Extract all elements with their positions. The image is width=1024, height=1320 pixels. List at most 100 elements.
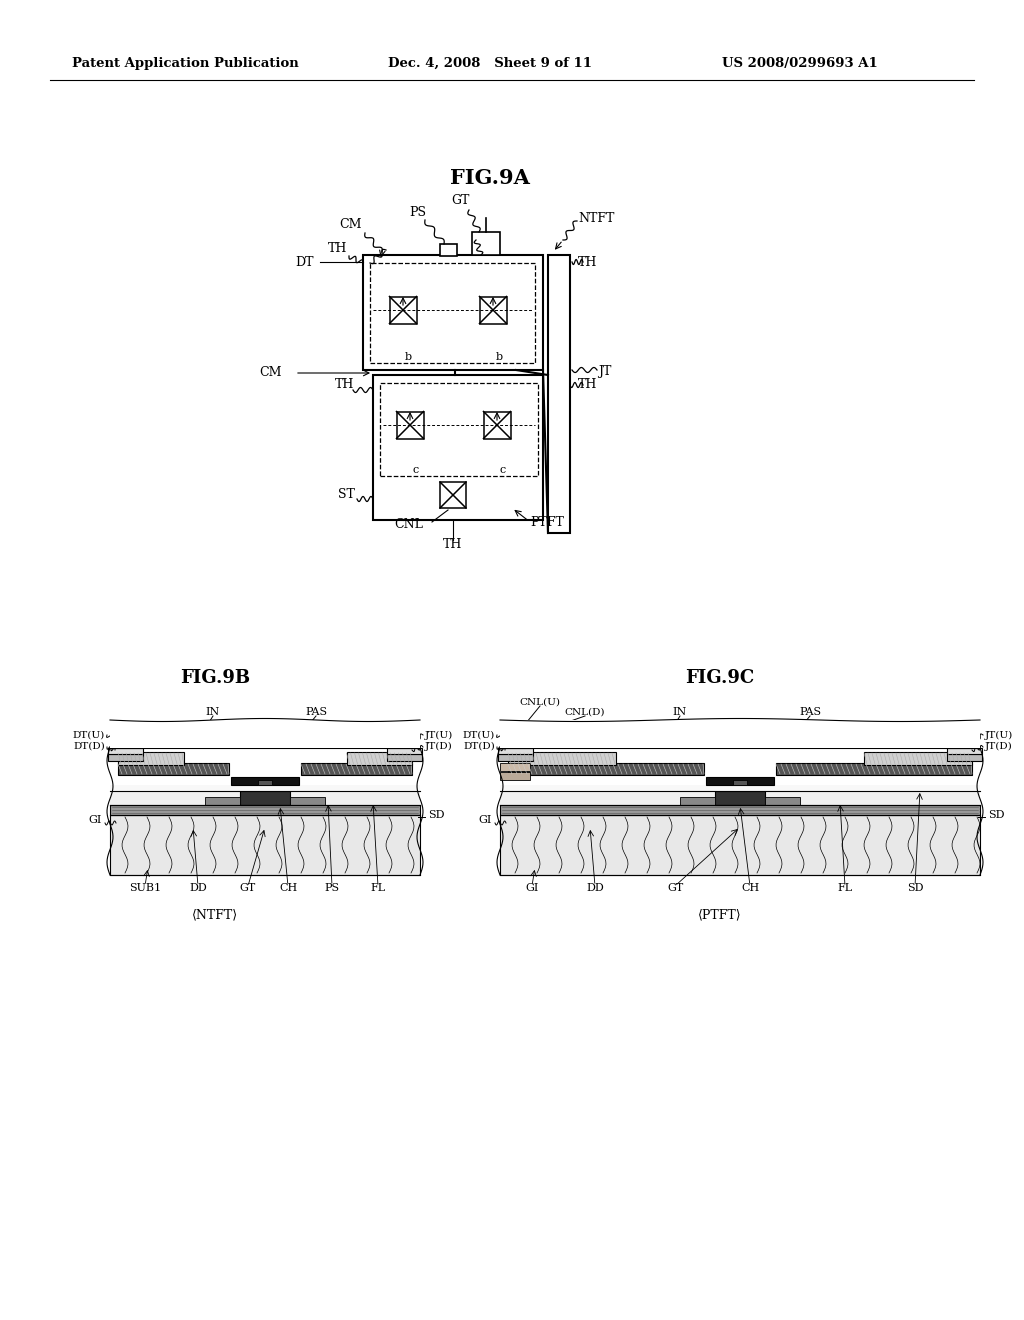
Text: TH: TH (579, 379, 598, 392)
Bar (508, 752, 616, 766)
Bar (387, 754, 422, 762)
Text: JT(D): JT(D) (985, 742, 1013, 751)
Text: JT(U): JT(U) (425, 730, 454, 739)
Bar (118, 763, 229, 775)
Bar (240, 791, 290, 805)
Bar (389, 297, 417, 323)
Bar (362, 255, 543, 370)
Text: GI: GI (478, 814, 492, 825)
Text: Patent Application Publication: Patent Application Publication (72, 57, 298, 70)
Bar (706, 777, 774, 785)
Text: DT(D): DT(D) (463, 742, 495, 751)
Text: SD: SD (428, 810, 444, 820)
Text: IN: IN (206, 708, 220, 717)
Bar (500, 805, 980, 814)
Text: TH: TH (579, 256, 598, 268)
Text: CH: CH (279, 883, 297, 894)
Text: CNL: CNL (394, 519, 424, 532)
Text: FIG.9C: FIG.9C (685, 669, 755, 686)
Bar (776, 763, 972, 775)
Text: FL: FL (371, 883, 386, 894)
Bar (500, 772, 530, 780)
Text: PAS: PAS (305, 708, 327, 717)
Text: PAS: PAS (799, 708, 821, 717)
Text: Dec. 4, 2008   Sheet 9 of 11: Dec. 4, 2008 Sheet 9 of 11 (388, 57, 592, 70)
Text: PS: PS (325, 883, 340, 894)
Bar (500, 763, 530, 771)
Text: DT(U): DT(U) (73, 730, 105, 739)
Bar (864, 752, 972, 766)
Bar (231, 777, 299, 785)
Bar (373, 375, 543, 520)
Bar (500, 791, 980, 805)
Text: CM: CM (339, 219, 361, 231)
Bar (500, 814, 980, 875)
Bar (483, 412, 511, 438)
Bar (110, 785, 420, 791)
Bar (548, 255, 570, 533)
Bar (440, 482, 466, 508)
Bar (396, 412, 424, 438)
Text: DD: DD (586, 883, 604, 894)
Bar (108, 754, 143, 762)
Text: DT(U): DT(U) (463, 730, 495, 739)
Bar (500, 785, 980, 791)
Bar (110, 805, 420, 814)
Text: PTFT: PTFT (530, 516, 564, 528)
Text: CH: CH (741, 883, 759, 894)
Text: b: b (496, 352, 503, 362)
Text: FIG.9A: FIG.9A (451, 168, 530, 187)
Bar (301, 763, 412, 775)
Bar (947, 754, 982, 762)
Bar (387, 748, 422, 754)
Bar (479, 297, 507, 323)
Bar (472, 232, 500, 255)
Bar (765, 796, 800, 805)
Text: GT: GT (667, 883, 683, 894)
Bar (680, 796, 715, 805)
Bar (380, 383, 538, 477)
Text: DT: DT (296, 256, 314, 268)
Bar (205, 796, 240, 805)
Bar (715, 791, 765, 805)
Text: GT: GT (451, 194, 469, 206)
Text: c: c (500, 465, 506, 475)
Text: ⟨NTFT⟩: ⟨NTFT⟩ (191, 908, 238, 921)
Text: b: b (404, 352, 412, 362)
Text: TH: TH (443, 539, 463, 552)
Text: GI: GI (525, 883, 539, 894)
Text: SUB1: SUB1 (129, 883, 161, 894)
Bar (110, 791, 420, 805)
Text: ⟨PTFT⟩: ⟨PTFT⟩ (698, 908, 741, 921)
Bar (110, 814, 420, 875)
Bar (108, 748, 143, 754)
Bar (733, 780, 746, 785)
Text: JT: JT (598, 366, 611, 379)
Bar (290, 796, 325, 805)
Bar (346, 752, 412, 766)
Text: CNL(D): CNL(D) (565, 708, 605, 717)
Text: SD: SD (988, 810, 1005, 820)
Text: c: c (413, 465, 419, 475)
Bar (508, 763, 705, 775)
Text: US 2008/0299693 A1: US 2008/0299693 A1 (722, 57, 878, 70)
Text: IN: IN (673, 708, 687, 717)
Bar (440, 244, 457, 256)
Text: PS: PS (410, 206, 427, 219)
Bar (258, 780, 272, 785)
Text: NTFT: NTFT (578, 211, 614, 224)
Text: JT(D): JT(D) (425, 742, 453, 751)
Bar (370, 263, 535, 363)
Text: CNL(U): CNL(U) (519, 697, 560, 706)
Text: DT(D): DT(D) (74, 742, 105, 751)
Text: TH: TH (335, 379, 354, 392)
Text: GI: GI (89, 814, 102, 825)
Text: CM: CM (259, 367, 282, 380)
Bar (947, 748, 982, 754)
Bar (118, 752, 183, 766)
Bar (498, 748, 534, 754)
Text: DD: DD (189, 883, 207, 894)
Bar (498, 754, 534, 762)
Text: FL: FL (838, 883, 853, 894)
Text: TH: TH (329, 242, 348, 255)
